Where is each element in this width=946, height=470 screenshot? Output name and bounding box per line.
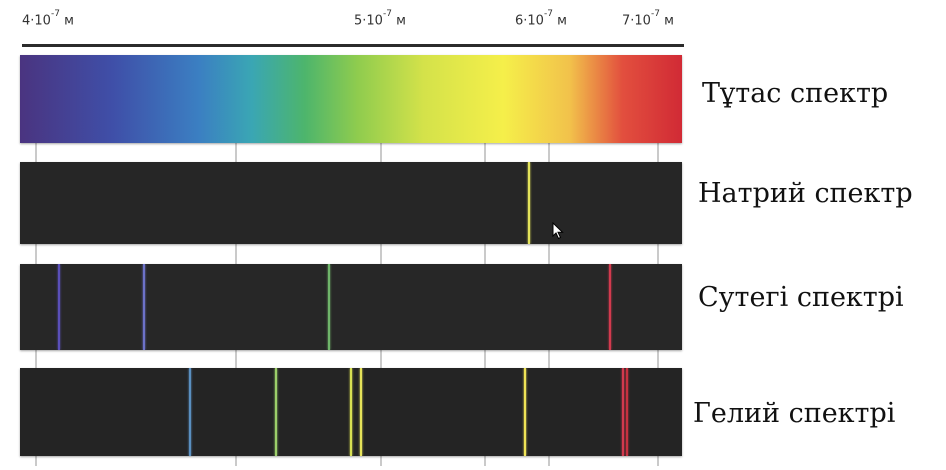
helium-emission-line [360, 368, 363, 456]
grid-guide [657, 350, 659, 368]
grid-guide [548, 143, 550, 162]
grid-guide [380, 244, 382, 264]
tick-label-6e-7: 6·10-7 м [515, 9, 567, 29]
helium-emission-line [625, 368, 628, 456]
hydrogen-emission-line [608, 264, 611, 350]
grid-guide [548, 456, 550, 466]
continuous-spectrum-strip [20, 55, 682, 143]
helium-emission-line [349, 368, 352, 456]
grid-guide [235, 244, 237, 264]
grid-guide [657, 456, 659, 466]
grid-guide [235, 143, 237, 162]
helium-spectrum-strip [20, 368, 682, 456]
scale-axis-line [22, 44, 684, 47]
grid-guide [35, 456, 37, 466]
grid-guide [35, 143, 37, 162]
tick-label-7e-7: 7·10-7 м [622, 9, 674, 29]
grid-guide [380, 350, 382, 368]
sodium-emission-line [527, 162, 530, 244]
grid-guide [484, 456, 486, 466]
grid-guide [484, 350, 486, 368]
grid-guide [380, 143, 382, 162]
continuous-spectrum-label: Тұтас спектр [702, 78, 889, 109]
tick-label-5e-7: 5·10-7 м [354, 9, 406, 29]
helium-emission-line [622, 368, 625, 456]
grid-guide [35, 244, 37, 264]
hydrogen-emission-line [57, 264, 60, 350]
hydrogen-spectrum-strip [20, 264, 682, 350]
grid-guide [548, 244, 550, 264]
grid-guide [35, 350, 37, 368]
hydrogen-spectrum-label: Сутегі спектрі [698, 282, 904, 313]
hydrogen-emission-line [328, 264, 331, 350]
grid-guide [380, 456, 382, 466]
helium-emission-line [189, 368, 192, 456]
grid-guide [235, 456, 237, 466]
grid-guide [484, 244, 486, 264]
helium-emission-line [524, 368, 527, 456]
grid-guide [235, 350, 237, 368]
hydrogen-emission-line [143, 264, 146, 350]
helium-spectrum-label: Гелий спектрі [693, 398, 896, 429]
grid-guide [657, 244, 659, 264]
grid-guide [548, 350, 550, 368]
helium-emission-line [274, 368, 277, 456]
sodium-spectrum-strip [20, 162, 682, 244]
grid-guide [657, 143, 659, 162]
sodium-spectrum-label: Натрий спектр [698, 178, 913, 209]
mouse-pointer-icon [552, 222, 564, 240]
grid-guide [484, 143, 486, 162]
tick-label-4e-7: 4·10-7 м [22, 9, 74, 29]
